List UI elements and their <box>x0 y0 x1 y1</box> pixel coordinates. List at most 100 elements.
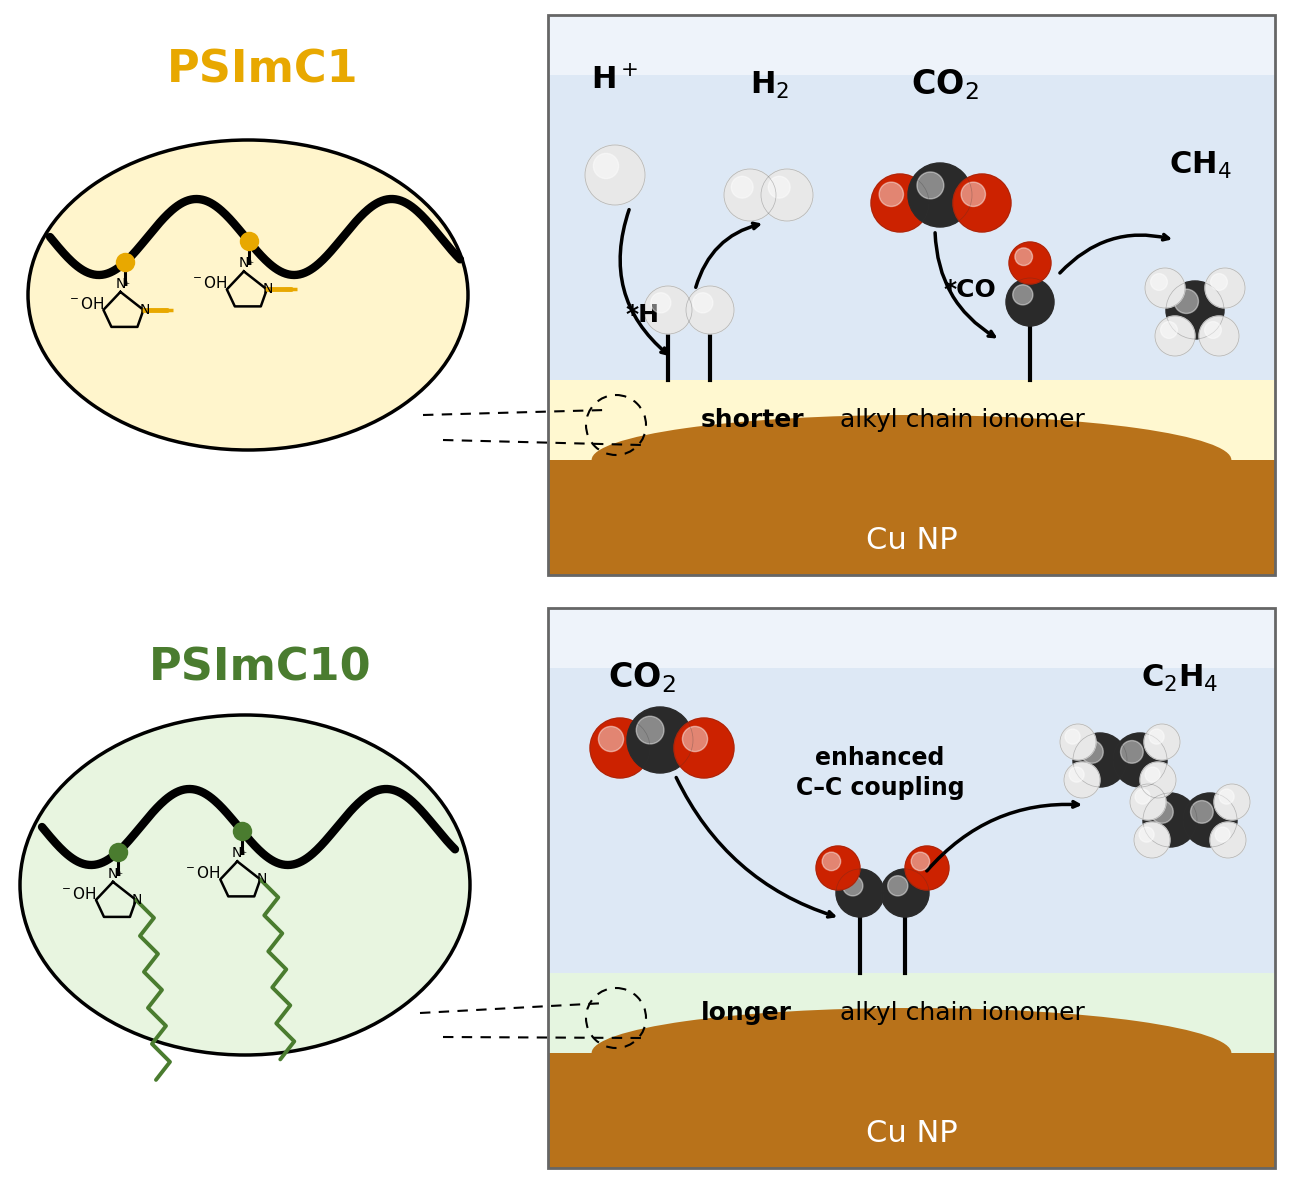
Circle shape <box>724 169 777 221</box>
Circle shape <box>1151 273 1167 290</box>
Ellipse shape <box>592 415 1232 505</box>
Text: H$^+$: H$^+$ <box>591 65 639 95</box>
Text: N: N <box>263 283 273 297</box>
Text: Cu NP: Cu NP <box>866 525 957 555</box>
Text: N: N <box>108 867 119 881</box>
Text: N: N <box>232 846 243 860</box>
Ellipse shape <box>21 715 470 1055</box>
Circle shape <box>1130 784 1166 820</box>
Circle shape <box>817 846 860 890</box>
Circle shape <box>1081 741 1103 763</box>
Ellipse shape <box>592 1008 1232 1098</box>
Circle shape <box>888 875 908 896</box>
Circle shape <box>1214 784 1250 820</box>
Text: alkyl chain ionomer: alkyl chain ionomer <box>840 408 1085 432</box>
Text: $^-$OH: $^-$OH <box>183 866 221 881</box>
Circle shape <box>1161 322 1178 338</box>
Circle shape <box>1060 724 1096 759</box>
Circle shape <box>1146 767 1160 782</box>
Text: H$_2$: H$_2$ <box>751 70 789 101</box>
Circle shape <box>1015 248 1032 265</box>
Bar <box>548 15 1275 75</box>
Circle shape <box>1009 243 1051 284</box>
Circle shape <box>1066 729 1080 744</box>
Circle shape <box>1143 793 1197 847</box>
Circle shape <box>1174 289 1198 313</box>
Circle shape <box>1135 789 1151 804</box>
Circle shape <box>953 174 1011 232</box>
Circle shape <box>1215 827 1231 842</box>
Text: N: N <box>239 257 249 271</box>
Text: N: N <box>139 303 150 317</box>
Circle shape <box>1183 793 1237 847</box>
Text: $^+$: $^+$ <box>239 851 248 860</box>
Circle shape <box>593 154 619 179</box>
Text: CH$_4$: CH$_4$ <box>1169 149 1232 181</box>
Bar <box>548 460 1275 575</box>
Text: $^+$: $^+$ <box>246 260 254 271</box>
Circle shape <box>961 182 986 207</box>
Text: longer: longer <box>700 1001 792 1024</box>
Circle shape <box>836 870 884 917</box>
Circle shape <box>908 163 971 227</box>
Circle shape <box>1205 269 1245 308</box>
Circle shape <box>1013 285 1033 305</box>
Text: $^-$OH: $^-$OH <box>59 886 97 901</box>
Bar <box>548 380 1275 460</box>
Circle shape <box>878 182 903 207</box>
Circle shape <box>1166 282 1224 340</box>
Bar <box>548 608 1275 972</box>
Text: $^+$: $^+$ <box>123 280 132 291</box>
Circle shape <box>1191 801 1213 823</box>
Text: N: N <box>257 872 267 886</box>
Text: N: N <box>115 277 125 291</box>
Text: PSImC10: PSImC10 <box>148 646 372 690</box>
Circle shape <box>1151 801 1173 823</box>
Circle shape <box>686 286 734 334</box>
Text: Cu NP: Cu NP <box>866 1118 957 1148</box>
Circle shape <box>1069 767 1084 782</box>
Circle shape <box>1073 733 1127 787</box>
Circle shape <box>822 852 841 871</box>
Bar <box>548 15 1275 575</box>
Text: CO$_2$: CO$_2$ <box>911 67 979 103</box>
Circle shape <box>693 292 713 312</box>
Bar <box>548 972 1275 1053</box>
Circle shape <box>1144 724 1180 759</box>
Circle shape <box>1149 729 1164 744</box>
Circle shape <box>1121 741 1143 763</box>
Circle shape <box>682 726 708 751</box>
Circle shape <box>636 716 664 744</box>
Circle shape <box>1139 827 1155 842</box>
Bar <box>548 608 1275 668</box>
Circle shape <box>1113 733 1167 787</box>
Text: CO$_2$: CO$_2$ <box>608 660 676 696</box>
Circle shape <box>627 707 693 772</box>
Circle shape <box>1140 762 1176 799</box>
Circle shape <box>761 169 813 221</box>
Circle shape <box>881 870 929 917</box>
Circle shape <box>1219 789 1235 804</box>
Text: $^-$OH: $^-$OH <box>190 276 227 291</box>
Circle shape <box>1134 822 1170 858</box>
Text: enhanced
C–C coupling: enhanced C–C coupling <box>796 745 965 801</box>
Circle shape <box>584 146 645 205</box>
Text: *H: *H <box>626 303 660 327</box>
Ellipse shape <box>28 140 468 450</box>
Circle shape <box>1210 273 1227 290</box>
Text: $^-$OH: $^-$OH <box>67 296 104 312</box>
Text: alkyl chain ionomer: alkyl chain ionomer <box>840 1001 1085 1024</box>
Circle shape <box>1006 278 1054 327</box>
Circle shape <box>590 718 650 778</box>
Circle shape <box>842 875 863 896</box>
Text: C$_2$H$_4$: C$_2$H$_4$ <box>1142 662 1219 693</box>
Circle shape <box>1198 316 1238 356</box>
Circle shape <box>769 176 789 198</box>
Text: $^+$: $^+$ <box>115 871 124 881</box>
Circle shape <box>644 286 691 334</box>
Circle shape <box>1146 269 1186 308</box>
Bar <box>548 1053 1275 1168</box>
Circle shape <box>906 846 949 890</box>
Circle shape <box>1155 316 1195 356</box>
Circle shape <box>599 726 623 751</box>
